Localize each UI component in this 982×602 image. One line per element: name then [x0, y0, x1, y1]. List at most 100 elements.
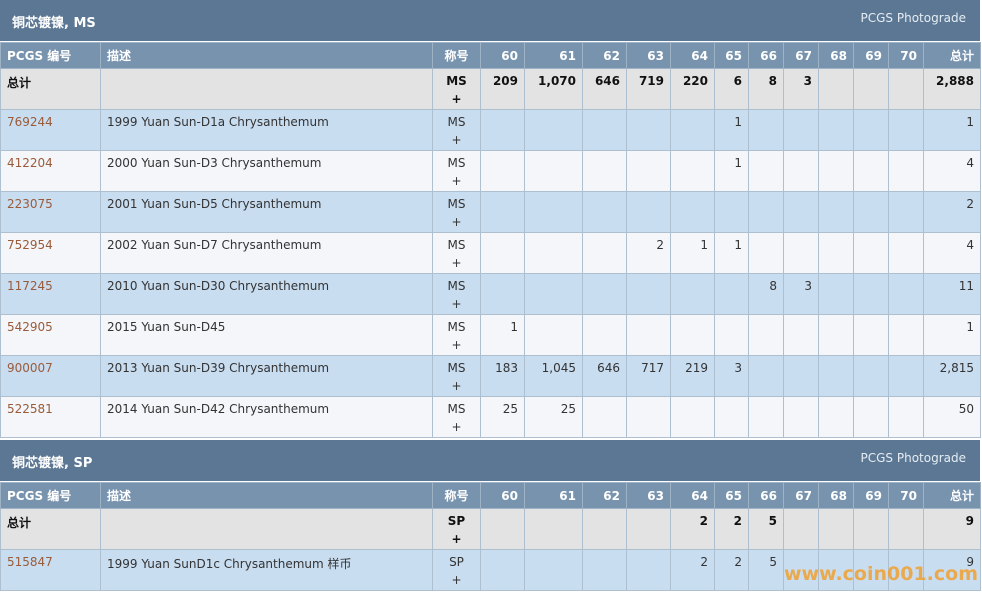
column-header: 总计 [923, 42, 981, 69]
grade-count: 1,045 [524, 355, 583, 397]
cell [783, 314, 819, 356]
cell [783, 549, 819, 591]
plus: + [451, 92, 462, 106]
cell [626, 150, 671, 192]
description: 1999 Yuan SunD1c Chrysanthemum 样币 [100, 549, 433, 591]
cell [582, 109, 627, 151]
grade-count: 719 [626, 68, 671, 110]
cell [748, 150, 784, 192]
column-header: 60 [480, 482, 525, 509]
cell [714, 396, 749, 438]
pcgs-number[interactable]: 223075 [0, 191, 101, 233]
pcgs-number[interactable]: 542905 [0, 314, 101, 356]
grade-count: 6 [714, 68, 749, 110]
cell [670, 191, 715, 233]
description: 2010 Yuan Sun-D30 Chrysanthemum [100, 273, 433, 315]
row-total: 4 [923, 232, 981, 274]
designation-cell: MS + [432, 150, 481, 192]
pcgs-number[interactable]: 522581 [0, 396, 101, 438]
coin-row: 769244 1999 Yuan Sun-D1a Chrysanthemum MS +… [0, 109, 981, 151]
column-header: 64 [670, 482, 715, 509]
plus: + [451, 420, 462, 434]
header-row: PCGS 编号 描述 称号 60 61 62 63 64 65 66 67 68 69 70 总计 [0, 482, 981, 509]
column-header: 70 [888, 482, 924, 509]
cell [582, 150, 627, 192]
total-label: 总计 [0, 68, 101, 110]
designation: MS [447, 238, 466, 252]
column-header: 描述 [100, 42, 433, 69]
column-header: 61 [524, 482, 583, 509]
cell [748, 396, 784, 438]
column-header: 62 [582, 42, 627, 69]
designation-cell: MS + [432, 232, 481, 274]
cell [818, 273, 854, 315]
description: 2002 Yuan Sun-D7 Chrysanthemum [100, 232, 433, 274]
cell [582, 396, 627, 438]
section-header: 铜芯镀镍, MS PCGS Photograde [0, 0, 980, 42]
grade-count: 5 [748, 508, 784, 550]
cell [783, 232, 819, 274]
grade-count: 717 [626, 355, 671, 397]
cell [524, 150, 583, 192]
cell [582, 314, 627, 356]
cell [888, 150, 924, 192]
cell [626, 273, 671, 315]
column-header: 70 [888, 42, 924, 69]
pcgs-number[interactable]: 412204 [0, 150, 101, 192]
cell [524, 232, 583, 274]
column-header: 总计 [923, 482, 981, 509]
plus: + [451, 573, 462, 587]
row-total: 2,888 [923, 68, 981, 110]
cell [888, 68, 924, 110]
designation-cell: MS + [432, 355, 481, 397]
cell [582, 273, 627, 315]
cell [670, 314, 715, 356]
pcgs-number[interactable]: 515847 [0, 549, 101, 591]
cell [888, 508, 924, 550]
row-total: 2,815 [923, 355, 981, 397]
plus: + [451, 297, 462, 311]
watermark: www.coin001.com [784, 563, 979, 585]
cell [582, 191, 627, 233]
section-header: 铜芯镀镍, SP PCGS Photograde [0, 440, 980, 482]
grade-count: 1 [670, 232, 715, 274]
column-header: 67 [783, 42, 819, 69]
cell [888, 232, 924, 274]
plus: + [451, 379, 462, 393]
cell [100, 68, 433, 110]
pcgs-number[interactable]: 900007 [0, 355, 101, 397]
cell [888, 191, 924, 233]
designation-cell: SP + [432, 508, 481, 550]
grade-count: 1 [714, 109, 749, 151]
row-total: 2 [923, 191, 981, 233]
cell [714, 273, 749, 315]
designation: MS [447, 115, 466, 129]
cell [783, 109, 819, 151]
cell [714, 314, 749, 356]
designation: MS [447, 197, 466, 211]
cell [748, 314, 784, 356]
grade-count: 646 [582, 68, 627, 110]
cell [888, 355, 924, 397]
pcgs-number[interactable]: 117245 [0, 273, 101, 315]
column-header: PCGS 编号 [0, 482, 101, 509]
designation: MS [447, 156, 466, 170]
grade-table: PCGS 编号 描述 称号 60 61 62 63 64 65 66 67 68 69 70 总计 总计 SP +… [0, 482, 981, 591]
coin-row: 522581 2014 Yuan Sun-D42 Chrysanthemum MS +… [0, 396, 981, 438]
cell [818, 191, 854, 233]
column-header: 60 [480, 42, 525, 69]
cell [818, 150, 854, 192]
cell [714, 191, 749, 233]
column-header: 65 [714, 482, 749, 509]
grade-count: 1 [714, 150, 749, 192]
pcgs-number[interactable]: 752954 [0, 232, 101, 274]
description: 2001 Yuan Sun-D5 Chrysanthemum [100, 191, 433, 233]
cell [783, 508, 819, 550]
cell [626, 396, 671, 438]
cell [853, 273, 889, 315]
row-total: 1 [923, 109, 981, 151]
pcgs-number[interactable]: 769244 [0, 109, 101, 151]
cell [480, 508, 525, 550]
coin-row: 900007 2013 Yuan Sun-D39 Chrysanthemum MS +… [0, 355, 981, 397]
